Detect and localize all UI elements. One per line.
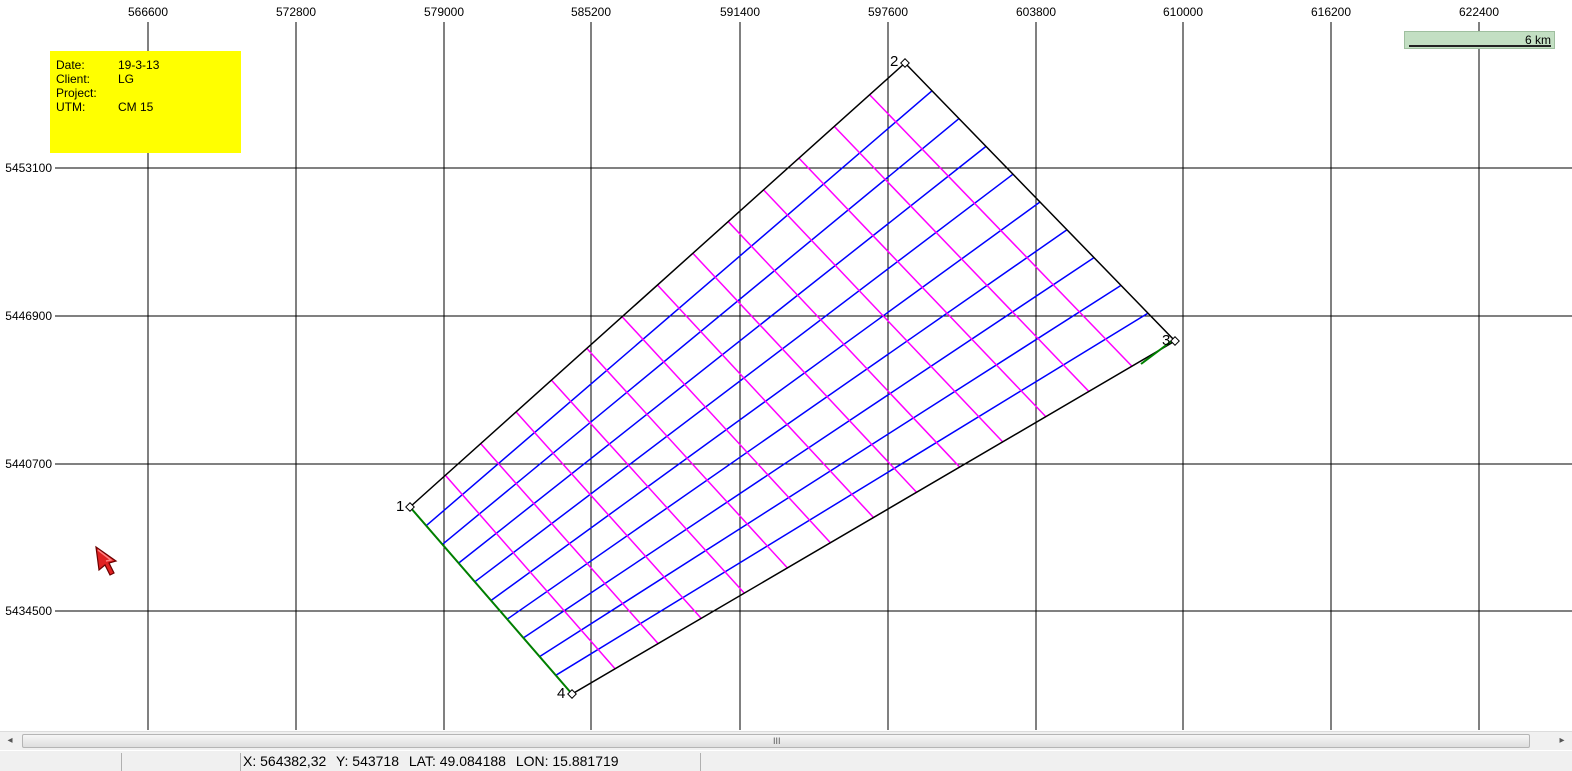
vertex-marker — [567, 689, 577, 699]
survey-line-magenta — [727, 221, 961, 468]
vertex-marker — [1170, 336, 1180, 346]
vertex-label: 2 — [890, 53, 898, 70]
grid-label-x: 572800 — [276, 5, 316, 19]
grid-label-x: 616200 — [1311, 5, 1351, 19]
scrollbar-thumb[interactable]: III — [22, 734, 1530, 748]
status-lat: LAT: 49.084188 — [408, 753, 506, 769]
info-utm-value: CM 15 — [118, 100, 154, 114]
vertex-label: 4 — [557, 685, 565, 702]
status-x: X: 564382,32 — [243, 753, 327, 769]
status-y: Y: 543718 — [335, 753, 399, 769]
scrollbar-grip-icon: III — [773, 736, 781, 746]
scale-bar: 6 km — [1404, 31, 1555, 49]
survey-line-magenta — [798, 157, 1047, 418]
boundary-edge-green — [409, 506, 573, 695]
info-utm-key: UTM: — [56, 100, 86, 114]
grid-label-x: 603800 — [1016, 5, 1056, 19]
survey-line-magenta — [869, 94, 1133, 367]
grid-label-x: 585200 — [571, 5, 611, 19]
grid-label-x: 579000 — [424, 5, 464, 19]
status-divider — [240, 753, 241, 771]
survey-boundary — [408, 61, 1177, 695]
info-date-value: 19-3-13 — [118, 58, 160, 72]
grid-label-y: 5434500 — [5, 604, 52, 618]
status-divider — [121, 753, 122, 771]
survey-line-magenta — [621, 316, 831, 544]
info-client-key: Client: — [56, 72, 91, 86]
info-box: Date: 19-3-13 Client: LG Project: UTM: C… — [50, 51, 241, 153]
grid-label-x: 597600 — [868, 5, 908, 19]
scale-bar-label: 6 km — [1524, 33, 1551, 47]
scale-bar-line — [1409, 45, 1551, 47]
survey-line-magenta — [480, 443, 659, 645]
survey-line-magenta — [656, 284, 875, 519]
vertex-label: 1 — [396, 498, 404, 515]
scroll-right-icon[interactable]: ▸ — [1559, 735, 1565, 746]
grid-label-y: 5446900 — [5, 309, 52, 323]
vertex-label: 3 — [1162, 332, 1170, 349]
grid-label-x: 566600 — [128, 5, 168, 19]
status-divider — [700, 753, 701, 771]
grid-label-x: 622400 — [1459, 5, 1499, 19]
survey-line-magenta — [550, 379, 745, 594]
grid-label-y: 5453100 — [5, 161, 52, 175]
survey-line-magenta — [586, 347, 788, 569]
map-canvas[interactable]: 566600 572800 579000 585200 591400 597600 6038… — [0, 0, 1572, 730]
boundary-edge-green — [1140, 339, 1174, 365]
status-bar: X: 564382,32 Y: 543718 LAT: 49.084188 LO… — [0, 751, 1572, 771]
grid-label-y: 5440700 — [5, 457, 52, 471]
info-client-value: LG — [118, 72, 135, 86]
scroll-left-icon[interactable]: ◂ — [7, 735, 13, 746]
status-coordinates: X: 564382,32 Y: 543718 LAT: 49.084188 LO… — [243, 752, 625, 770]
survey-line-magenta — [763, 189, 1004, 443]
survey-line-magenta — [444, 474, 616, 670]
info-date-key: Date: — [56, 58, 85, 72]
grid-label-x: 591400 — [720, 5, 760, 19]
horizontal-scrollbar[interactable]: ◂ III ▸ — [0, 731, 1572, 750]
survey-line-magenta — [515, 411, 702, 619]
vertex-marker — [405, 502, 415, 512]
info-project-key: Project: — [56, 86, 97, 100]
pointer-arrow-icon — [95, 545, 118, 576]
vertex-marker — [900, 58, 910, 68]
grid-label-x: 610000 — [1163, 5, 1203, 19]
map-svg[interactable]: 566600 572800 579000 585200 591400 597600 6038… — [0, 0, 1572, 730]
survey-line-magenta — [833, 125, 1090, 392]
survey-line-magenta — [692, 252, 918, 493]
status-lon: LON: 15.881719 — [515, 753, 619, 769]
